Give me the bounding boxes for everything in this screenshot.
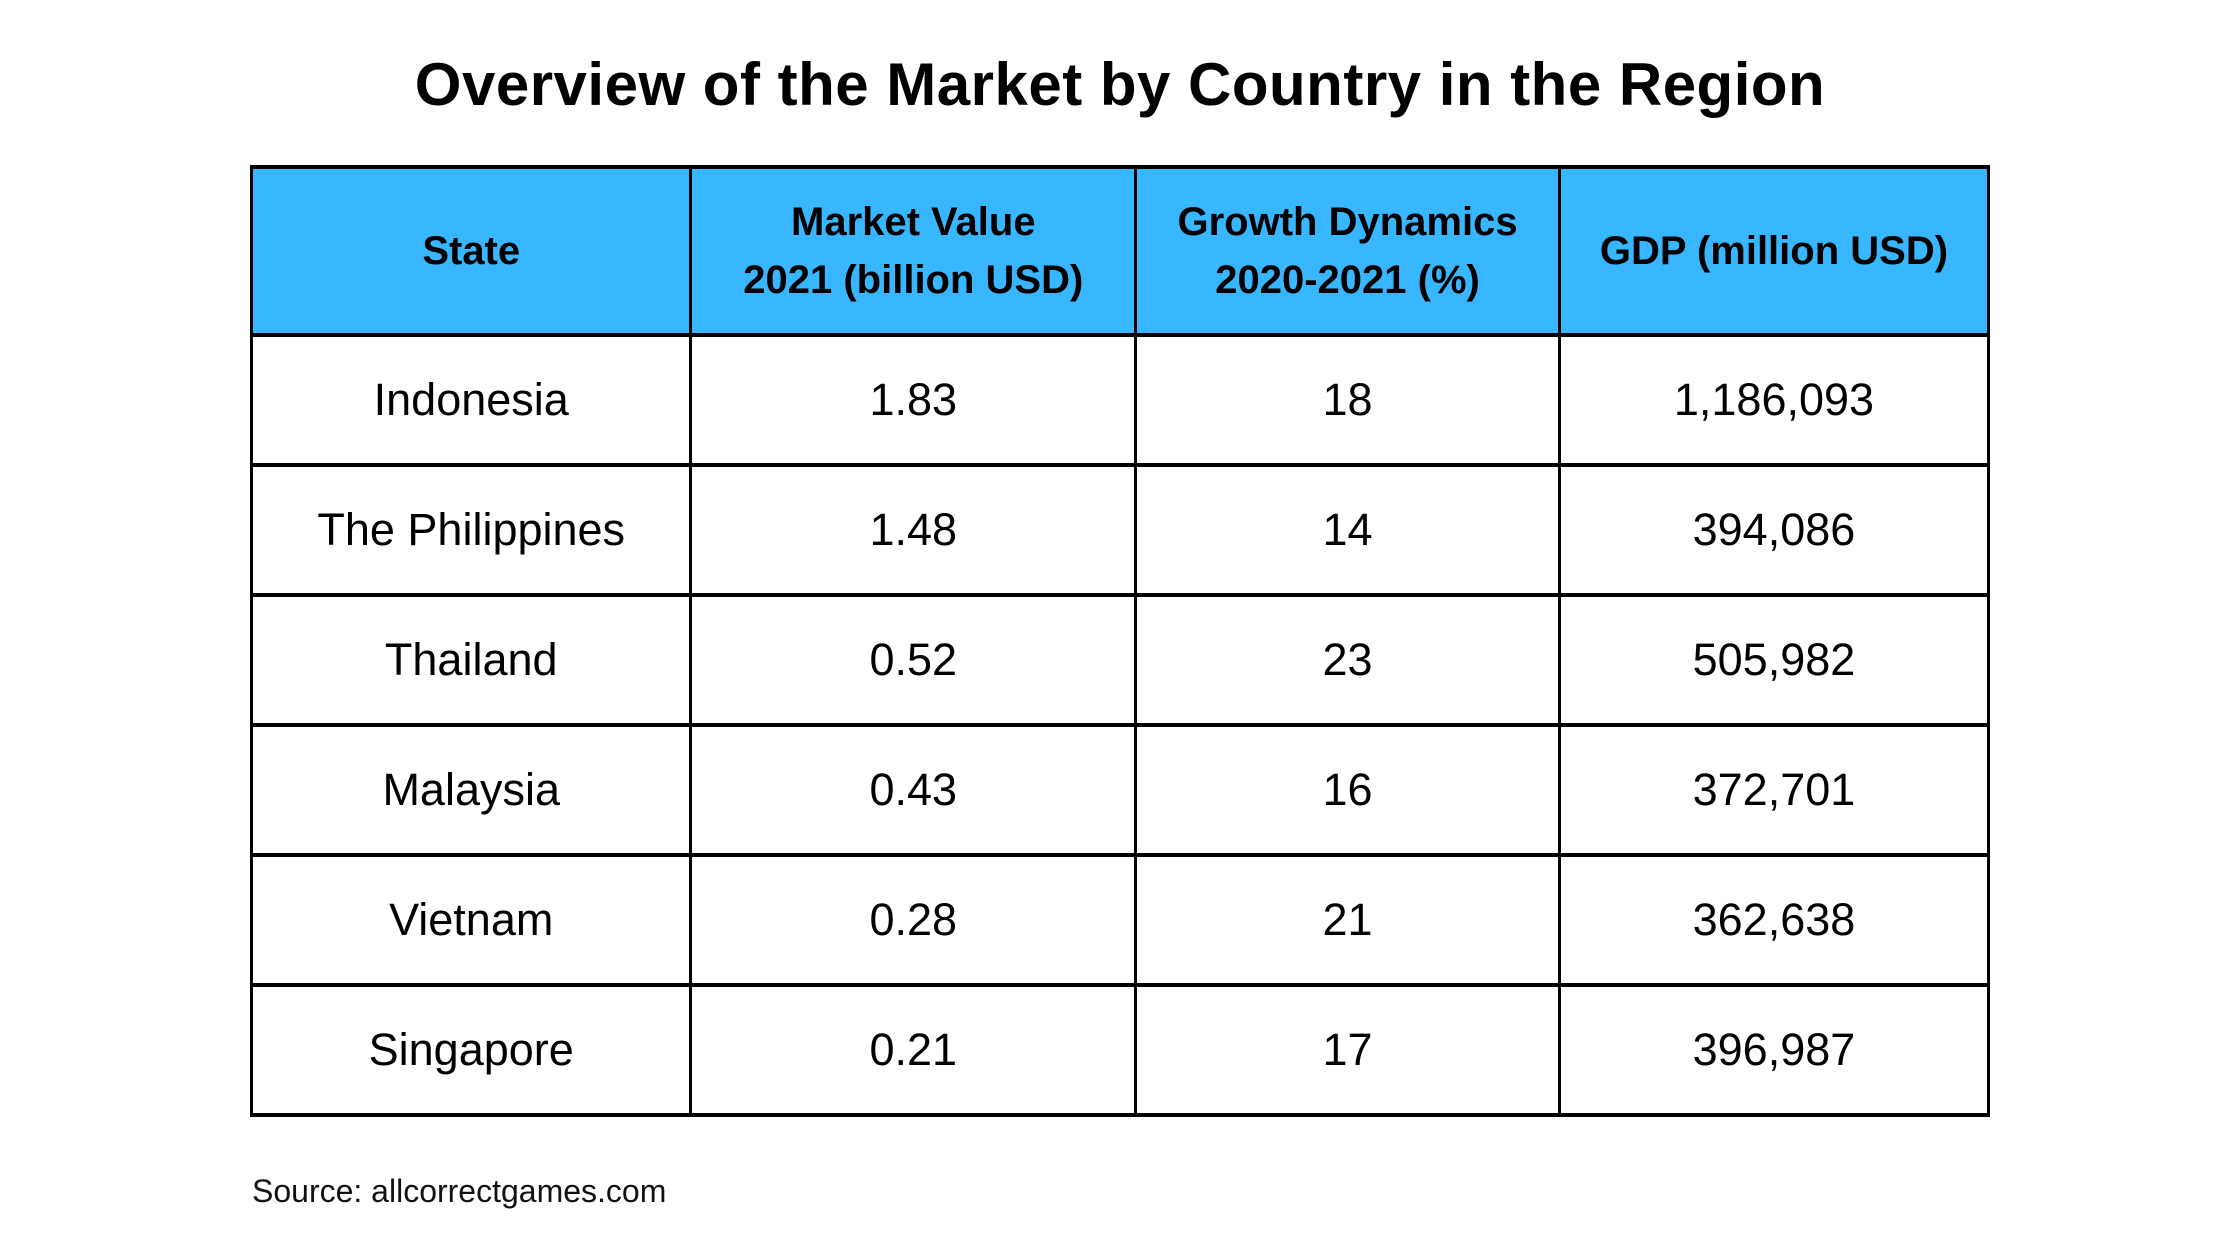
- table-row: The Philippines 1.48 14 394,086: [249, 463, 1991, 597]
- cell-gdp: 505,982: [1557, 593, 1991, 727]
- header-growth-dynamics-line2: 2020-2021 (%): [1215, 258, 1480, 302]
- table-row: Thailand 0.52 23 505,982: [249, 593, 1991, 727]
- cell-gdp: 372,701: [1557, 723, 1991, 857]
- cell-gdp: 394,086: [1557, 463, 1991, 597]
- page-title: Overview of the Market by Country in the…: [414, 51, 1826, 118]
- table-row: Malaysia 0.43 16 372,701: [249, 723, 1991, 857]
- cell-state: Singapore: [249, 983, 693, 1117]
- cell-state: The Philippines: [249, 463, 693, 597]
- cell-market-value: 0.52: [689, 593, 1138, 727]
- header-growth-dynamics-line1: Growth Dynamics: [1177, 200, 1518, 244]
- cell-growth: 23: [1134, 593, 1561, 727]
- header-state: State: [249, 165, 693, 337]
- cell-growth: 14: [1134, 463, 1561, 597]
- cell-gdp: 396,987: [1557, 983, 1991, 1117]
- cell-state: Thailand: [249, 593, 693, 727]
- header-market-value: Market Value 2021 (billion USD): [689, 165, 1138, 337]
- market-overview-table: State Market Value 2021 (billion USD) Gr…: [249, 165, 1991, 1117]
- cell-market-value: 1.83: [689, 333, 1138, 467]
- source-attribution: Source: allcorrectgames.com: [252, 1173, 667, 1209]
- cell-market-value: 0.21: [689, 983, 1138, 1117]
- table-row: Singapore 0.21 17 396,987: [249, 983, 1991, 1117]
- cell-growth: 17: [1134, 983, 1561, 1117]
- cell-growth: 18: [1134, 333, 1561, 467]
- cell-market-value: 0.28: [689, 853, 1138, 987]
- cell-gdp: 362,638: [1557, 853, 1991, 987]
- cell-state: Malaysia: [249, 723, 693, 857]
- table-header-row: State Market Value 2021 (billion USD) Gr…: [249, 165, 1991, 337]
- cell-market-value: 0.43: [689, 723, 1138, 857]
- header-gdp-label: GDP (million USD): [1599, 229, 1949, 273]
- header-state-label: State: [422, 229, 521, 273]
- cell-gdp: 1,186,093: [1557, 333, 1991, 467]
- cell-market-value: 1.48: [689, 463, 1138, 597]
- table-row: Vietnam 0.28 21 362,638: [249, 853, 1991, 987]
- header-market-value-line1: Market Value: [791, 200, 1036, 244]
- cell-growth: 16: [1134, 723, 1561, 857]
- cell-growth: 21: [1134, 853, 1561, 987]
- header-market-value-line2: 2021 (billion USD): [743, 258, 1084, 302]
- table-row: Indonesia 1.83 18 1,186,093: [249, 333, 1991, 467]
- cell-state: Indonesia: [249, 333, 693, 467]
- header-growth-dynamics: Growth Dynamics 2020-2021 (%): [1134, 165, 1561, 337]
- cell-state: Vietnam: [249, 853, 693, 987]
- header-gdp: GDP (million USD): [1557, 165, 1991, 337]
